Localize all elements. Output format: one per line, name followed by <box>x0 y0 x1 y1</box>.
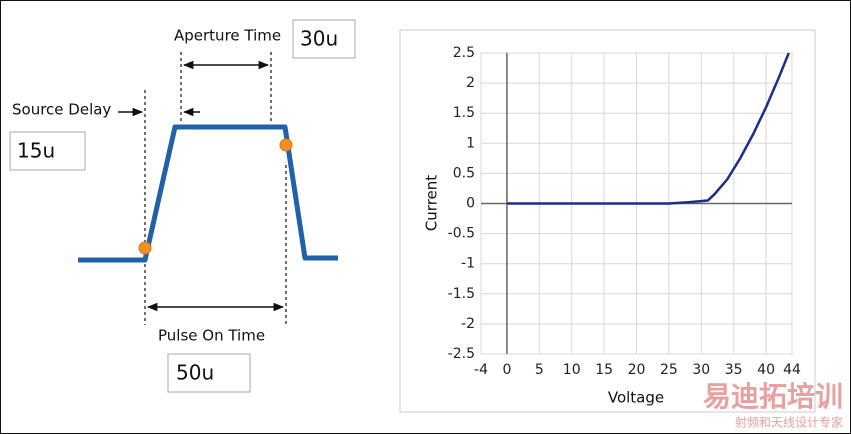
y-tick-label: -1.5 <box>448 286 475 302</box>
y-axis-label: Current <box>423 175 441 231</box>
sample-point <box>279 138 293 152</box>
data-line <box>506 52 790 205</box>
x-tick-label: 20 <box>628 362 646 378</box>
x-tick-label: 44 <box>783 362 801 378</box>
x-tick-label: 5 <box>535 362 544 378</box>
watermark: 射频和天线设计专家 <box>735 415 843 430</box>
x-axis-label: Voltage <box>608 389 664 407</box>
y-tick-label: 1 <box>466 135 475 151</box>
watermark: 易迪拓培训 <box>703 380 843 413</box>
x-tick-label: 25 <box>660 362 678 378</box>
pulse-diagram: Aperture Time Source Delay Pulse On Time… <box>9 19 356 393</box>
x-tick-label: -4 <box>474 362 488 378</box>
y-tick-label: -2.5 <box>448 346 475 362</box>
y-tick-label: -0.5 <box>448 226 475 242</box>
y-tick-label: 2.5 <box>453 45 475 61</box>
delay-value[interactable]: 15u <box>17 139 55 163</box>
delay-input[interactable] <box>9 131 86 171</box>
x-tick-label: 0 <box>502 362 511 378</box>
sample-point <box>138 241 152 255</box>
y-tick-label: 2 <box>466 75 475 91</box>
y-tick-label: -2 <box>461 316 475 332</box>
x-tick-label: 15 <box>595 362 613 378</box>
y-tick-label: -1 <box>461 256 475 272</box>
y-tick-label: 0 <box>466 196 475 212</box>
pulse-waveform <box>78 124 338 263</box>
delay-label: Source Delay <box>12 101 111 119</box>
pulse-value[interactable]: 50u <box>176 361 214 385</box>
x-tick-label: 10 <box>563 362 581 378</box>
x-tick-label: 35 <box>725 362 743 378</box>
aperture-label: Aperture Time <box>174 27 281 45</box>
pulse-input[interactable] <box>167 353 251 393</box>
x-tick-label: 30 <box>692 362 710 378</box>
pulse-label: Pulse On Time <box>158 327 265 345</box>
aperture-value[interactable]: 30u <box>300 27 338 51</box>
y-tick-label: 1.5 <box>453 105 475 121</box>
y-tick-label: 0.5 <box>453 165 475 181</box>
chart: -2.5 -2 -1.5 -1 -0.5 0 0.5 1 1.5 2 2.5 -4 0 5 10 15 20 25… <box>448 45 801 378</box>
x-tick-label: 40 <box>757 362 775 378</box>
aperture-input[interactable] <box>292 19 356 59</box>
